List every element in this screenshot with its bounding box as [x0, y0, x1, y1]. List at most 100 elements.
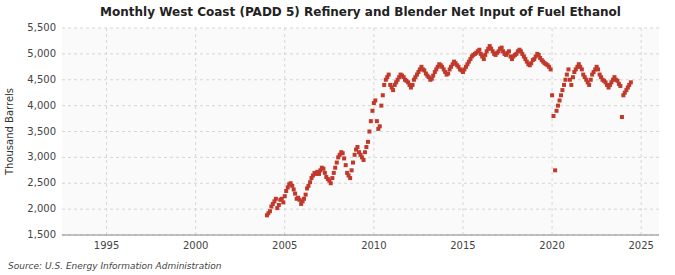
y-grid-line	[62, 209, 659, 210]
x-grid-line	[552, 28, 553, 235]
x-tick-label: 2015	[450, 240, 475, 251]
y-tick-label: 2,500	[27, 177, 56, 188]
y-grid-line	[62, 235, 659, 236]
x-axis-line	[62, 235, 659, 236]
point	[378, 124, 382, 128]
point	[375, 119, 379, 123]
point	[370, 109, 374, 113]
point	[580, 67, 584, 71]
source-note: Source: U.S. Energy Information Administ…	[8, 261, 222, 271]
point	[332, 171, 336, 175]
point	[351, 161, 355, 165]
y-tick-label: 5,500	[27, 22, 56, 33]
point	[341, 151, 345, 155]
point	[587, 83, 591, 87]
point	[596, 67, 600, 71]
point	[274, 197, 278, 201]
point	[482, 57, 486, 61]
grid	[62, 28, 659, 235]
point	[563, 78, 567, 82]
point	[329, 181, 333, 185]
point	[293, 192, 297, 196]
point	[308, 180, 312, 184]
point	[558, 98, 562, 102]
point	[363, 150, 367, 154]
point	[560, 88, 564, 92]
point	[629, 80, 633, 84]
point	[350, 168, 354, 172]
y-tick-label: 3,500	[27, 126, 56, 137]
point	[381, 93, 385, 97]
x-tick-label: 2025	[628, 240, 653, 251]
point	[571, 75, 575, 79]
point	[344, 163, 348, 167]
point	[302, 197, 306, 201]
y-grid-line	[62, 53, 659, 54]
point	[348, 176, 352, 180]
point	[382, 83, 386, 87]
point	[353, 153, 357, 157]
y-tick-label: 4,000	[27, 100, 56, 111]
point	[562, 83, 566, 87]
point	[589, 78, 593, 82]
y-grid-line	[62, 105, 659, 106]
point	[362, 158, 366, 162]
point	[306, 184, 310, 188]
point	[550, 93, 554, 97]
y-tick-label: 5,000	[27, 48, 56, 59]
point	[367, 130, 371, 134]
point	[411, 83, 415, 87]
y-tick-label: 4,500	[27, 74, 56, 85]
x-grid-line	[195, 28, 196, 235]
x-tick-label: 2000	[183, 240, 208, 251]
point	[268, 209, 272, 213]
x-grid-line	[106, 28, 107, 235]
point	[333, 166, 337, 170]
axes: 1,500 2,000 2,500 3,000 3,500 4,000 4,500 5,000…	[27, 22, 659, 251]
point	[355, 145, 359, 149]
point	[569, 83, 573, 87]
point	[549, 67, 553, 71]
x-grid-line	[641, 28, 642, 235]
chart: 1,500 2,000 2,500 3,000 3,500 4,000 4,500 5,000…	[0, 0, 675, 275]
point	[321, 167, 325, 171]
point	[277, 203, 281, 207]
point	[555, 109, 559, 113]
plot-area	[62, 28, 659, 235]
point	[553, 168, 557, 172]
point	[283, 194, 287, 198]
point	[556, 104, 560, 108]
x-tick-label: 2005	[272, 240, 297, 251]
point	[292, 187, 296, 191]
point	[552, 114, 556, 118]
point	[565, 73, 569, 77]
y-grid-line	[62, 28, 659, 29]
point	[342, 156, 346, 160]
x-tick-label: 2010	[361, 240, 386, 251]
point	[559, 93, 563, 97]
point	[620, 115, 624, 119]
point	[379, 104, 383, 108]
point	[500, 46, 504, 50]
y-axis-label: Thousand Barrels	[4, 88, 15, 176]
y-grid-line	[62, 183, 659, 184]
x-tick-label: 2020	[539, 240, 564, 251]
title: Monthly West Coast (PADD 5) Refinery and…	[100, 5, 621, 19]
point	[373, 98, 377, 102]
point	[507, 49, 511, 53]
y-tick-label: 1,500	[27, 229, 56, 240]
x-grid-line	[462, 28, 463, 235]
point	[618, 84, 622, 88]
point	[364, 145, 368, 149]
point	[304, 193, 308, 197]
point	[431, 74, 435, 78]
point	[284, 189, 288, 193]
y-tick-label: 2,000	[27, 203, 56, 214]
point	[335, 161, 339, 165]
point	[387, 73, 391, 77]
y-tick-label: 3,000	[27, 151, 56, 162]
point	[366, 140, 370, 144]
point	[290, 184, 294, 188]
point	[323, 171, 327, 175]
point	[566, 67, 570, 71]
